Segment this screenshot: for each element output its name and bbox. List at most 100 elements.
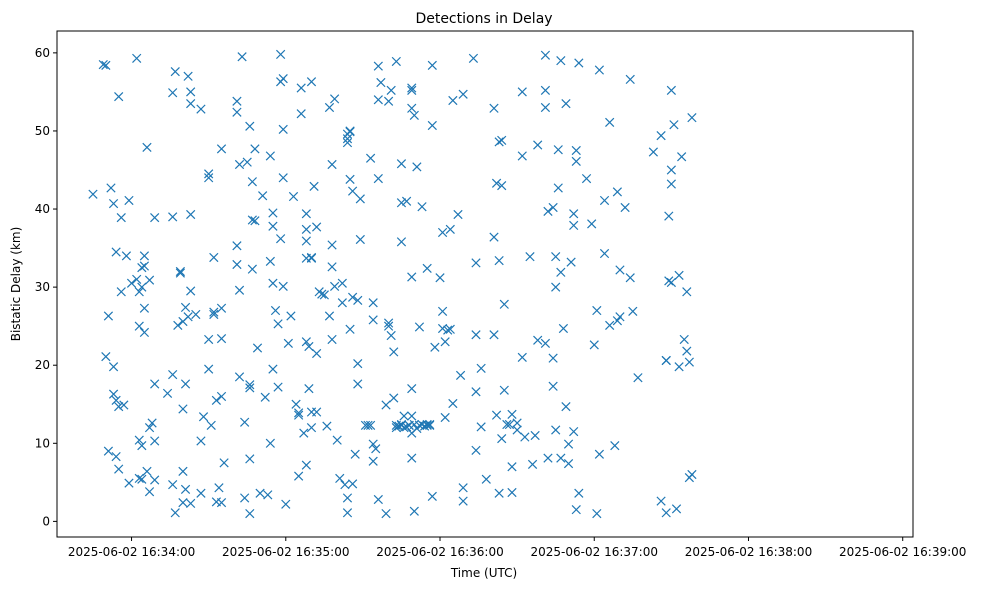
data-point — [533, 335, 543, 345]
data-point — [216, 144, 227, 154]
data-point — [312, 222, 322, 232]
data-point — [512, 425, 522, 435]
data-point — [234, 372, 245, 382]
data-point — [327, 262, 337, 272]
data-point — [661, 355, 671, 366]
data-point — [291, 399, 301, 409]
data-point — [363, 420, 373, 430]
data-point — [342, 493, 353, 503]
data-point — [437, 323, 448, 334]
data-point — [491, 178, 502, 188]
data-point — [571, 505, 581, 515]
data-point — [373, 61, 383, 71]
data-point — [383, 318, 394, 328]
data-point — [276, 49, 286, 60]
data-point — [108, 198, 119, 209]
data-point — [309, 181, 319, 192]
data-point — [458, 483, 468, 493]
data-point — [342, 134, 353, 144]
data-point — [114, 91, 124, 102]
data-point — [134, 473, 144, 484]
data-point — [656, 496, 666, 506]
data-point — [684, 357, 694, 367]
data-point — [499, 299, 509, 309]
data-point — [327, 159, 337, 170]
data-point — [574, 58, 584, 68]
data-point — [507, 487, 517, 498]
data-point — [414, 322, 425, 332]
data-point — [301, 236, 311, 246]
data-point — [440, 337, 450, 347]
data-point — [553, 145, 563, 155]
data-point — [527, 459, 538, 470]
data-point — [605, 320, 615, 331]
x-tick-label: 2025-06-02 16:34:00 — [68, 545, 195, 559]
data-point — [332, 435, 342, 445]
data-point — [548, 381, 558, 391]
data-point — [489, 103, 499, 113]
x-axis-label: Time (UTC) — [450, 566, 517, 580]
data-point — [116, 213, 126, 223]
data-point — [162, 388, 173, 398]
data-point — [499, 385, 509, 395]
data-point — [132, 274, 142, 284]
data-point — [347, 186, 358, 196]
data-point — [571, 156, 581, 167]
data-point — [265, 438, 275, 448]
data-point — [625, 74, 635, 85]
data-point — [216, 391, 227, 402]
data-point — [407, 453, 417, 463]
data-point — [620, 202, 630, 213]
data-point — [471, 445, 481, 455]
data-point — [168, 480, 178, 490]
data-point — [168, 369, 178, 380]
data-point — [427, 120, 437, 131]
data-point — [674, 362, 684, 372]
data-point — [391, 56, 401, 67]
data-point — [342, 138, 353, 148]
data-point — [381, 400, 391, 410]
data-point — [371, 444, 381, 454]
data-point — [599, 248, 610, 259]
data-point — [612, 316, 623, 326]
data-point — [139, 251, 150, 261]
data-point — [443, 325, 453, 335]
data-point — [103, 311, 114, 321]
data-point — [517, 151, 527, 161]
data-point — [245, 383, 255, 393]
data-point — [329, 94, 340, 104]
data-point — [296, 83, 306, 93]
data-point — [301, 337, 311, 347]
data-point — [144, 423, 155, 433]
data-point — [319, 290, 329, 300]
data-point — [101, 60, 111, 70]
data-point — [594, 449, 605, 459]
data-point — [270, 305, 281, 316]
data-point — [245, 508, 255, 519]
data-point — [150, 436, 160, 446]
y-tick-label: 30 — [35, 280, 50, 294]
data-point — [281, 499, 291, 509]
data-point — [183, 312, 193, 322]
data-point — [111, 451, 121, 462]
data-point — [324, 311, 335, 321]
data-point — [168, 88, 178, 98]
data-point — [137, 282, 147, 292]
data-point — [574, 488, 584, 498]
data-point — [180, 379, 191, 389]
data-point — [437, 227, 448, 238]
data-point — [489, 232, 499, 242]
data-point — [587, 219, 597, 229]
data-point — [448, 398, 458, 409]
data-point — [569, 220, 579, 231]
data-point — [342, 508, 353, 518]
data-point — [368, 456, 378, 466]
data-point — [476, 422, 486, 432]
data-point — [250, 216, 260, 226]
data-point — [674, 270, 684, 281]
data-point — [525, 252, 535, 262]
data-point — [458, 496, 468, 506]
data-point — [540, 85, 551, 95]
